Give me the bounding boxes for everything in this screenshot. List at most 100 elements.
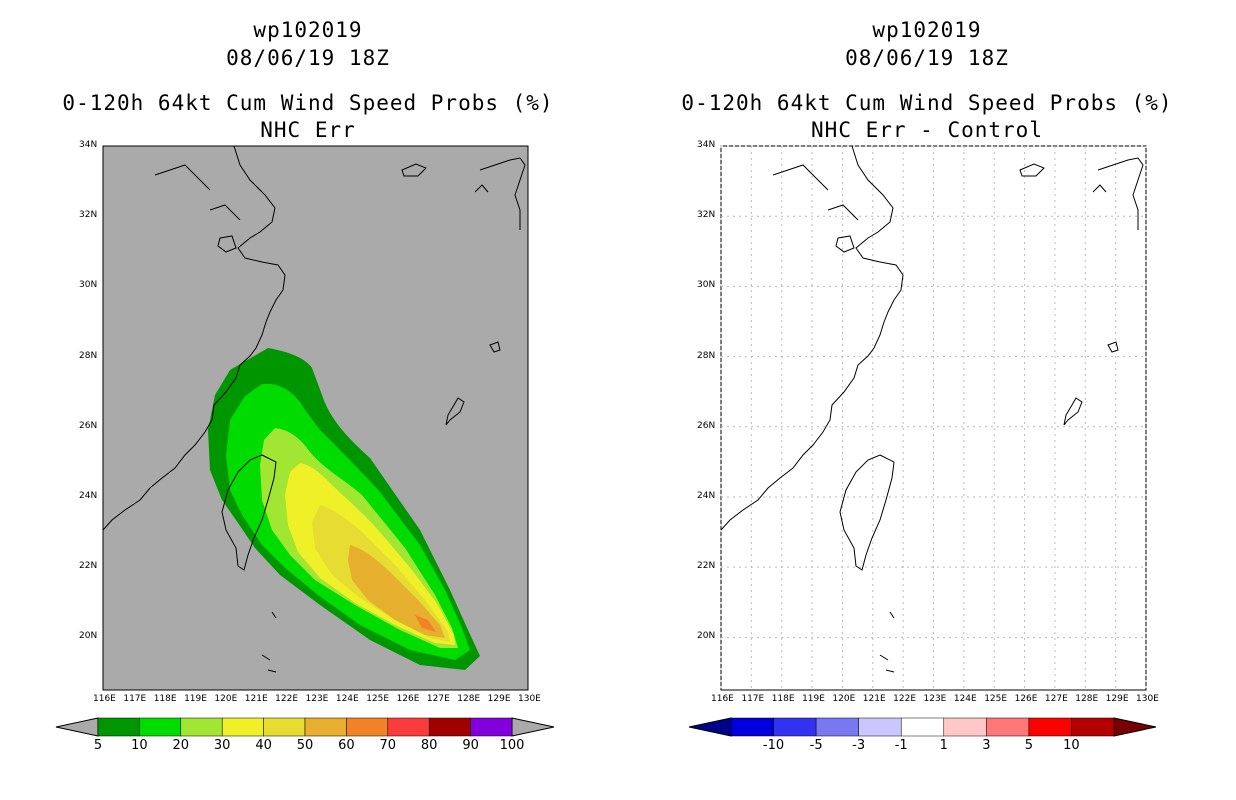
colorbar-swatch (139, 717, 182, 737)
lat-tick-label: 22N (79, 561, 98, 572)
lon-tick-label: 129E (1105, 694, 1129, 704)
lon-tick-label: 121E (862, 694, 886, 704)
island-okinawa (1063, 397, 1083, 426)
colorbar-label: -5 (809, 738, 823, 753)
lat-tick-label: 26N (697, 420, 716, 431)
lon-tick-label: 117E (123, 694, 147, 704)
colorbar-swatch (858, 717, 902, 737)
lat-tick-label: 34N (79, 140, 98, 150)
lon-tick-label: 125E (984, 694, 1008, 704)
colorbar-label: 1 (939, 738, 948, 753)
right-title: 0-120h 64kt Cum Wind Speed Probs (%) (681, 91, 1173, 115)
lon-tick-label: 120E (832, 694, 856, 704)
lon-tick-label: 128E (1075, 694, 1099, 704)
right-colorbar (688, 717, 1157, 737)
lon-tick-label: 121E (244, 694, 268, 704)
lon-tick-label: 116E (711, 694, 734, 704)
colorbar-label: 10 (1063, 738, 1080, 753)
lat-tick-label: 28N (697, 350, 716, 361)
lat-tick-label: 26N (79, 420, 98, 431)
japan-islands (474, 157, 526, 230)
colorbar-label: -1 (894, 738, 908, 753)
lon-tick-label: 122E (893, 694, 917, 704)
colorbar-label: 50 (296, 738, 314, 753)
lon-tick-label: 128E (457, 694, 481, 704)
lon-tick-label: 126E (1014, 694, 1038, 704)
colorbar-label: 90 (462, 738, 479, 753)
lat-tick-label: 20N (697, 631, 716, 642)
island-small-1 (1107, 341, 1119, 353)
right-map (720, 145, 1147, 691)
left-map-frame (102, 145, 529, 691)
lat-tick-label: 30N (79, 280, 98, 291)
colorbar-label: 40 (255, 738, 272, 753)
lon-tick-label: 124E (953, 694, 977, 704)
island-okinawa (445, 397, 465, 426)
lon-tick-label: 123E (923, 694, 947, 704)
colorbar-swatch (773, 717, 817, 737)
right-subtitle: NHC Err - Control (811, 118, 1043, 142)
lon-tick-label: 127E (1044, 694, 1068, 704)
colorbar-swatch (943, 717, 987, 737)
colorbar-swatch (428, 717, 471, 737)
shandong-coast (154, 164, 241, 221)
colorbar-label: 3 (982, 738, 991, 753)
lon-tick-label: 130E (518, 694, 541, 704)
left-title: 0-120h 64kt Cum Wind Speed Probs (%) (62, 91, 554, 115)
left-datetime: 08/06/19 18Z (226, 46, 390, 70)
lat-tick-label: 30N (697, 280, 716, 291)
taiwan-outline (221, 454, 277, 571)
colorbar-label: 5 (1024, 738, 1034, 753)
colorbar-swatch (1071, 717, 1115, 737)
colorbar-swatch (1028, 717, 1072, 737)
left-storm-id: wp102019 (253, 18, 363, 42)
colorbar-label: 100 (499, 738, 525, 753)
lon-tick-label: 127E (426, 694, 450, 704)
lon-tick-label: 119E (184, 694, 207, 704)
colorbar-label: 5 (93, 738, 103, 753)
jeju-island (401, 163, 427, 177)
colorbar-label: -10 (762, 738, 785, 753)
colorbar-label: 70 (379, 738, 397, 753)
china-coast (720, 145, 904, 531)
colorbar-label: 80 (420, 738, 438, 753)
lat-tick-label: 34N (697, 140, 716, 150)
colorbar-swatch (986, 717, 1030, 737)
lon-tick-label: 119E (802, 694, 825, 704)
colorbar-max-triangle (511, 717, 555, 737)
contour-50 (348, 545, 445, 638)
right-coastlines (720, 145, 1144, 673)
contour-60 (415, 615, 436, 632)
shandong-coast (772, 164, 859, 221)
lon-tick-label: 117E (741, 694, 765, 704)
lat-tick-label: 20N (79, 631, 98, 642)
left-coastlines (102, 145, 526, 673)
colorbar-max-triangle (1113, 717, 1157, 737)
right-storm-id: wp102019 (872, 18, 982, 42)
colorbar-swatch (263, 717, 306, 737)
lon-tick-label: 126E (396, 694, 420, 704)
colorbar-swatch (815, 717, 859, 737)
lon-tick-label: 124E (335, 694, 359, 704)
colorbar-min-triangle (55, 717, 99, 737)
lat-tick-label: 32N (79, 210, 98, 221)
colorbar-swatch (470, 717, 513, 737)
colorbar-label: -3 (852, 738, 866, 753)
lat-tick-label: 22N (697, 561, 716, 572)
lat-tick-label: 24N (697, 490, 716, 501)
lon-tick-label: 120E (214, 694, 238, 704)
colorbar-label: 20 (172, 738, 190, 753)
colorbar-swatch (900, 717, 945, 737)
right-map-gridlines (720, 145, 1147, 690)
lon-tick-label: 129E (487, 694, 511, 704)
colorbar-swatch (387, 717, 430, 737)
right-datetime: 08/06/19 18Z (845, 46, 1009, 70)
island-small-1 (489, 341, 501, 353)
colorbar-swatch (221, 717, 264, 737)
lake-taihu (217, 235, 237, 253)
china-coast (102, 145, 286, 531)
colorbar-swatch (304, 717, 347, 737)
japan-islands (1092, 157, 1144, 230)
taiwan-outline (839, 454, 895, 571)
